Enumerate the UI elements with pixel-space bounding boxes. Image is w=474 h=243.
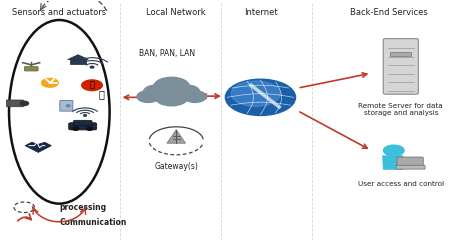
FancyBboxPatch shape <box>69 123 97 130</box>
FancyBboxPatch shape <box>397 157 423 167</box>
Circle shape <box>137 91 159 102</box>
Polygon shape <box>382 155 403 170</box>
Circle shape <box>83 115 86 116</box>
Text: Local Network: Local Network <box>146 8 206 17</box>
Text: processing: processing <box>59 203 107 212</box>
FancyBboxPatch shape <box>6 100 24 107</box>
Circle shape <box>20 101 28 105</box>
Circle shape <box>154 77 189 96</box>
Polygon shape <box>68 55 88 60</box>
Polygon shape <box>25 142 51 152</box>
FancyBboxPatch shape <box>70 59 86 64</box>
Text: Remote Server for data
storage and analysis: Remote Server for data storage and analy… <box>358 103 443 116</box>
Text: User access and control: User access and control <box>358 181 444 187</box>
Text: Communication: Communication <box>59 218 127 227</box>
Text: Internet: Internet <box>244 8 277 17</box>
Polygon shape <box>167 130 186 143</box>
Text: BAN, PAN, LAN: BAN, PAN, LAN <box>139 49 195 58</box>
Circle shape <box>144 85 170 99</box>
Circle shape <box>173 85 200 99</box>
Circle shape <box>82 80 102 91</box>
FancyBboxPatch shape <box>24 67 38 71</box>
Text: Gateway(s): Gateway(s) <box>155 162 198 171</box>
FancyBboxPatch shape <box>396 165 425 169</box>
Circle shape <box>155 89 188 106</box>
Circle shape <box>231 81 280 106</box>
Text: 🌡: 🌡 <box>99 89 104 99</box>
Circle shape <box>87 127 92 130</box>
FancyBboxPatch shape <box>383 39 419 94</box>
Circle shape <box>383 145 404 156</box>
Text: Back-End Services: Back-End Services <box>350 8 428 17</box>
FancyBboxPatch shape <box>390 52 411 56</box>
Circle shape <box>66 105 70 107</box>
Text: 🔥: 🔥 <box>90 81 94 90</box>
FancyBboxPatch shape <box>73 120 92 126</box>
FancyBboxPatch shape <box>60 100 73 111</box>
Circle shape <box>42 78 58 87</box>
Circle shape <box>225 79 296 115</box>
Circle shape <box>91 66 94 68</box>
Circle shape <box>73 127 79 130</box>
Circle shape <box>184 91 206 102</box>
Text: Sensors and actuators: Sensors and actuators <box>12 8 106 17</box>
